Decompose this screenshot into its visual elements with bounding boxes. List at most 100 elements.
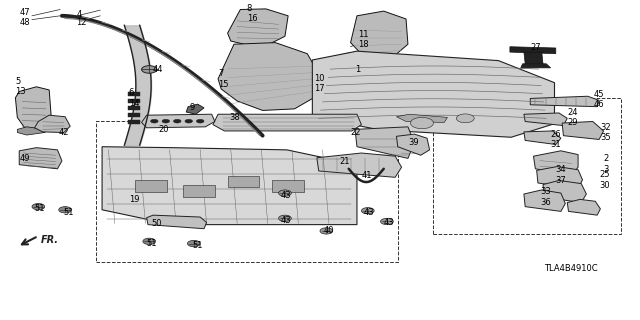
Polygon shape [396, 114, 447, 123]
Circle shape [456, 114, 474, 123]
Text: 4: 4 [77, 10, 82, 19]
Polygon shape [524, 52, 543, 64]
Text: 49: 49 [19, 154, 29, 163]
Text: 51: 51 [35, 204, 45, 213]
Circle shape [185, 119, 193, 123]
Text: 8
16: 8 16 [246, 4, 257, 23]
Text: 50: 50 [151, 219, 162, 228]
Circle shape [410, 117, 433, 129]
Text: 51: 51 [193, 241, 203, 250]
Circle shape [381, 218, 394, 225]
Polygon shape [562, 122, 604, 140]
Polygon shape [314, 53, 378, 109]
Polygon shape [135, 180, 167, 192]
Polygon shape [537, 167, 582, 189]
Text: 39: 39 [408, 138, 419, 147]
Text: 22: 22 [351, 128, 361, 137]
Polygon shape [524, 131, 561, 145]
Polygon shape [35, 115, 70, 132]
Text: 34
37: 34 37 [556, 165, 566, 185]
Text: 12: 12 [77, 18, 87, 27]
Text: 9: 9 [189, 103, 195, 112]
Polygon shape [183, 185, 215, 196]
Polygon shape [102, 147, 357, 225]
Circle shape [320, 228, 333, 234]
Circle shape [188, 240, 200, 247]
Circle shape [143, 238, 156, 244]
Polygon shape [531, 96, 599, 107]
Text: 21: 21 [339, 157, 349, 166]
Polygon shape [186, 104, 204, 114]
Text: 41: 41 [362, 171, 372, 180]
Polygon shape [147, 215, 207, 229]
Circle shape [173, 119, 181, 123]
Text: 42: 42 [59, 128, 69, 137]
Polygon shape [15, 87, 51, 132]
Polygon shape [510, 47, 556, 54]
Bar [127, 106, 140, 110]
Circle shape [196, 119, 204, 123]
Polygon shape [355, 127, 414, 158]
Polygon shape [567, 199, 600, 215]
Circle shape [362, 208, 374, 214]
Text: 33
36: 33 36 [540, 188, 550, 207]
Text: 45
46: 45 46 [594, 90, 605, 109]
Polygon shape [534, 151, 578, 175]
Circle shape [141, 66, 157, 73]
Text: 47
48: 47 48 [19, 8, 30, 27]
Circle shape [278, 190, 291, 196]
Circle shape [278, 215, 291, 221]
Polygon shape [351, 11, 408, 58]
Polygon shape [213, 114, 362, 131]
Text: 10
17: 10 17 [314, 74, 324, 93]
Text: 6
14: 6 14 [129, 88, 140, 108]
Polygon shape [228, 9, 288, 45]
Text: 20: 20 [159, 125, 170, 134]
Bar [96, 122, 397, 262]
Bar [433, 98, 621, 234]
Text: 5
13: 5 13 [15, 77, 26, 97]
Polygon shape [396, 134, 429, 155]
Text: 26
31: 26 31 [550, 130, 561, 149]
Text: 2
3: 2 3 [604, 154, 609, 174]
Circle shape [32, 204, 45, 210]
Text: 43: 43 [364, 207, 374, 217]
Text: 43: 43 [280, 216, 291, 225]
Polygon shape [228, 176, 259, 187]
Polygon shape [524, 113, 567, 125]
Text: 51: 51 [147, 239, 157, 248]
Text: 1: 1 [355, 65, 360, 74]
Text: TLA4B4910C: TLA4B4910C [544, 264, 598, 273]
Text: 24
29: 24 29 [567, 108, 578, 127]
Polygon shape [17, 127, 45, 135]
Text: 51: 51 [64, 207, 74, 217]
Circle shape [162, 119, 170, 123]
Polygon shape [317, 153, 401, 177]
Text: 27: 27 [531, 44, 541, 52]
Circle shape [59, 207, 72, 213]
Bar [127, 99, 140, 103]
Text: FR.: FR. [41, 235, 59, 245]
Text: 19: 19 [129, 195, 140, 204]
Text: 43: 43 [280, 191, 291, 200]
Bar [127, 113, 140, 117]
Polygon shape [19, 148, 62, 169]
Polygon shape [141, 114, 215, 128]
Polygon shape [543, 180, 586, 203]
Polygon shape [521, 64, 550, 68]
Bar [127, 92, 140, 96]
Polygon shape [218, 43, 320, 110]
Bar [127, 120, 140, 124]
Polygon shape [312, 51, 554, 137]
Text: 43: 43 [384, 218, 394, 227]
Text: 25
30: 25 30 [599, 170, 610, 189]
Text: 11
18: 11 18 [358, 30, 369, 49]
Text: 32
35: 32 35 [600, 123, 611, 142]
Text: 7
15: 7 15 [218, 69, 228, 89]
Polygon shape [524, 190, 565, 212]
Polygon shape [272, 180, 304, 192]
Text: 44: 44 [153, 65, 164, 74]
Circle shape [150, 119, 158, 123]
Text: 38: 38 [230, 113, 240, 122]
Text: 40: 40 [323, 227, 333, 236]
